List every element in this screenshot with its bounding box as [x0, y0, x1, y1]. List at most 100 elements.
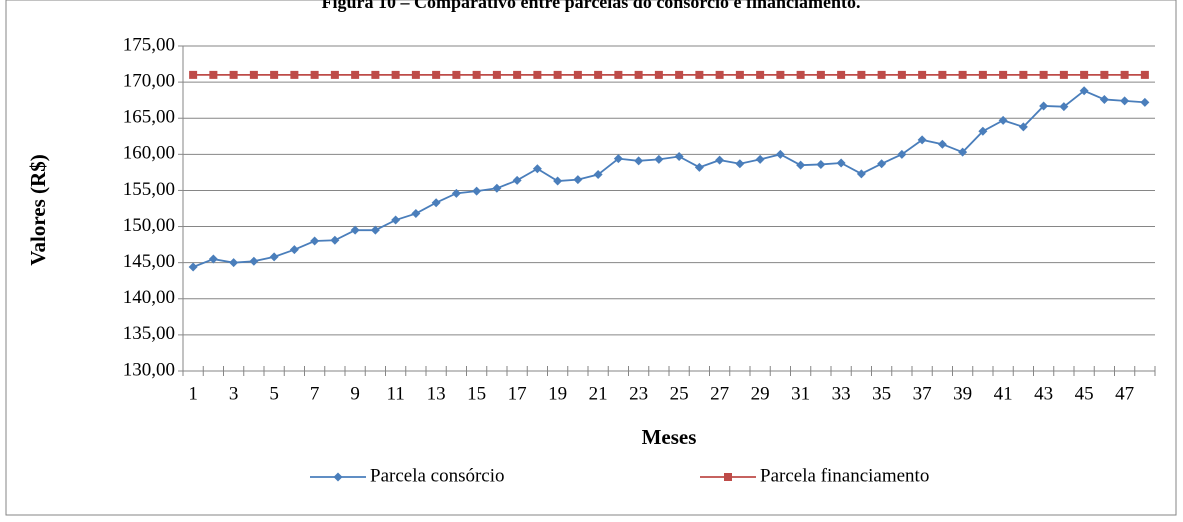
data-point [1120, 96, 1130, 106]
data-point [1019, 70, 1028, 79]
data-point [675, 70, 684, 79]
data-point [836, 158, 846, 168]
data-point [1018, 122, 1028, 132]
data-point [978, 126, 988, 136]
x-tick-label: 25 [670, 383, 689, 404]
data-point [857, 70, 866, 79]
x-tick-label: 19 [548, 383, 567, 404]
data-point [695, 70, 704, 79]
chart-frame [5, 0, 1177, 516]
data-point [1079, 86, 1089, 96]
data-point [715, 70, 724, 79]
data-point [208, 254, 218, 264]
data-point [917, 135, 927, 145]
data-point [209, 70, 218, 79]
data-point [877, 159, 887, 169]
data-point [229, 258, 239, 268]
data-point [391, 215, 401, 225]
data-point [289, 245, 299, 255]
data-point [188, 262, 198, 272]
data-point [897, 70, 906, 79]
y-tick-label: 140,00 [123, 287, 175, 308]
data-point [958, 147, 968, 157]
x-tick-label: 17 [508, 383, 527, 404]
y-axis-label: Valores (R$) [26, 154, 50, 265]
x-tick-label: 41 [994, 383, 1013, 404]
data-point [735, 159, 745, 169]
data-point [513, 70, 522, 79]
data-point [694, 162, 704, 172]
data-point [351, 70, 360, 79]
x-tick-label: 1 [188, 383, 198, 404]
data-point [735, 70, 744, 79]
data-point [654, 70, 663, 79]
data-point [775, 149, 785, 159]
data-point [269, 252, 279, 262]
y-tick-label: 145,00 [123, 251, 175, 272]
data-point [634, 70, 643, 79]
data-point [1140, 97, 1150, 107]
data-point [634, 156, 644, 166]
data-point [573, 70, 582, 79]
data-point [918, 70, 927, 79]
data-point [411, 209, 421, 219]
data-point [1099, 94, 1109, 104]
chart-title: Figura 10 – Comparativo entre parcelas d… [322, 0, 861, 12]
y-tick-label: 130,00 [123, 359, 175, 380]
data-point [532, 164, 542, 174]
data-point [958, 70, 967, 79]
data-point [593, 170, 603, 180]
data-point [492, 183, 502, 193]
x-tick-label: 15 [467, 383, 486, 404]
data-point [938, 70, 947, 79]
x-tick-label: 23 [629, 383, 648, 404]
x-tick-label: 21 [589, 383, 608, 404]
data-point [796, 160, 806, 170]
legend-label: Parcela financiamento [760, 465, 929, 486]
x-tick-label: 37 [913, 383, 932, 404]
data-point [391, 70, 400, 79]
legend-label: Parcela consórcio [370, 465, 505, 486]
data-point [856, 169, 866, 179]
data-point [330, 70, 339, 79]
y-tick-label: 160,00 [123, 143, 175, 164]
data-point [229, 70, 238, 79]
data-point [756, 70, 765, 79]
data-point [452, 70, 461, 79]
x-tick-label: 27 [710, 383, 729, 404]
data-point [816, 159, 826, 169]
x-tick-label: 33 [832, 383, 851, 404]
data-point [1039, 70, 1048, 79]
data-point [614, 70, 623, 79]
x-tick-label: 35 [872, 383, 891, 404]
x-tick-label: 29 [751, 383, 770, 404]
data-point [432, 70, 441, 79]
data-point [310, 236, 320, 246]
data-point [978, 70, 987, 79]
data-point [472, 70, 481, 79]
data-point [411, 70, 420, 79]
data-point [796, 70, 805, 79]
data-point [897, 149, 907, 159]
data-point [1100, 70, 1109, 79]
data-point [1059, 102, 1069, 112]
x-tick-label: 39 [953, 383, 972, 404]
series-line [192, 89, 1145, 268]
data-point [654, 154, 664, 164]
data-point [594, 70, 603, 79]
data-point [1059, 70, 1068, 79]
data-point [998, 115, 1008, 125]
data-point [189, 70, 198, 79]
data-point [1140, 70, 1149, 79]
data-point [553, 70, 562, 79]
data-point [553, 176, 563, 186]
data-point [290, 70, 299, 79]
data-point [877, 70, 886, 79]
x-tick-label: 43 [1034, 383, 1053, 404]
x-tick-label: 45 [1075, 383, 1094, 404]
data-point [776, 70, 785, 79]
y-tick-label: 150,00 [123, 215, 175, 236]
y-tick-label: 170,00 [123, 70, 175, 91]
data-point [249, 70, 258, 79]
